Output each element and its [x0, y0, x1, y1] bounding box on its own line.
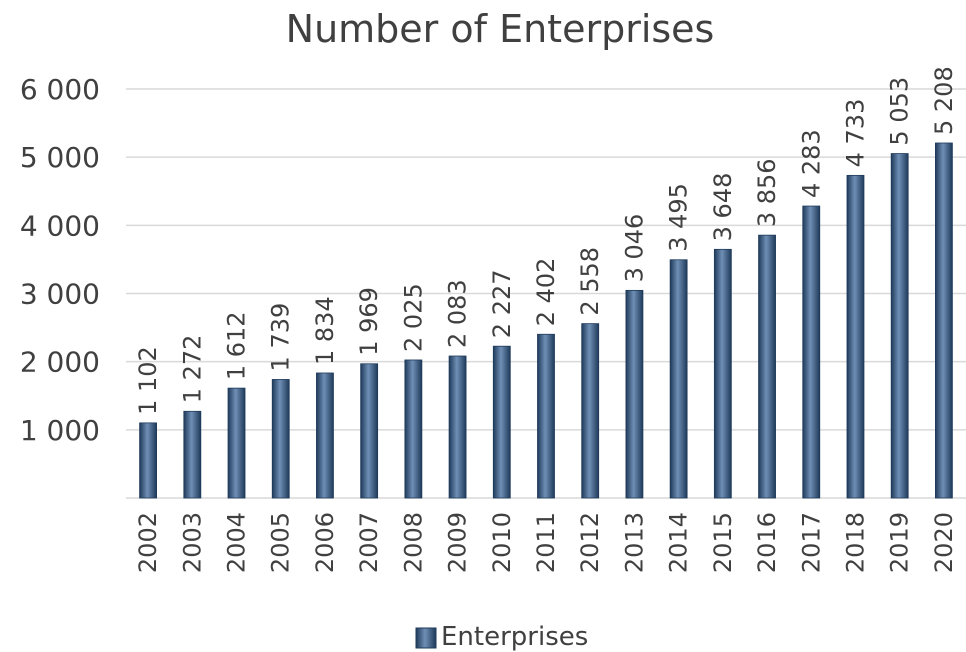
data-label: 3 046	[620, 214, 648, 283]
x-tick-label: 2004	[223, 512, 251, 573]
x-axis-ticks: 2002 2003 2004 2005 2006 2007 2008 2009 2010 2011…	[134, 512, 958, 573]
bar	[537, 333, 555, 499]
data-label: 3 648	[709, 173, 737, 242]
bar	[846, 174, 865, 499]
data-label: 4 283	[797, 129, 825, 198]
y-tick-label: 2 000	[20, 346, 100, 379]
y-tick-label: 1 000	[20, 414, 100, 447]
bar	[890, 153, 909, 499]
x-tick-label: 2018	[841, 512, 869, 573]
y-tick-label: 6 000	[20, 73, 100, 106]
x-tick-label: 2011	[532, 512, 560, 573]
bars	[139, 142, 953, 499]
x-tick-label: 2016	[753, 512, 781, 573]
bar	[404, 359, 423, 499]
data-label: 3 856	[753, 158, 781, 227]
x-tick-label: 2015	[709, 512, 737, 573]
bar	[271, 379, 290, 499]
data-label: 2 402	[532, 258, 560, 327]
bar	[802, 205, 821, 499]
x-tick-label: 2009	[444, 512, 472, 573]
data-label: 2 025	[399, 283, 427, 352]
bar	[139, 422, 158, 499]
x-tick-label: 2013	[620, 512, 648, 573]
data-label: 1 969	[355, 287, 383, 356]
x-tick-label: 2007	[355, 512, 383, 573]
data-label: 1 612	[223, 311, 251, 380]
chart-title: Number of Enterprises	[286, 7, 715, 51]
bar	[360, 363, 379, 499]
legend-label: Enterprises	[441, 622, 588, 652]
data-label: 5 053	[886, 77, 914, 146]
x-tick-label: 2005	[267, 512, 295, 573]
data-label: 1 834	[311, 296, 339, 365]
x-tick-label: 2017	[797, 512, 825, 573]
bar	[227, 387, 246, 499]
bar	[492, 345, 511, 499]
data-label: 1 739	[267, 303, 295, 372]
x-tick-label: 2002	[134, 512, 162, 573]
x-tick-label: 2006	[311, 512, 339, 573]
x-tick-label: 2020	[930, 512, 958, 573]
bar	[758, 234, 776, 499]
y-tick-label: 4 000	[20, 209, 100, 242]
bar	[581, 323, 600, 499]
x-tick-label: 2003	[178, 512, 206, 573]
bar	[934, 142, 953, 499]
x-tick-label: 2012	[576, 512, 604, 573]
bar	[448, 355, 467, 499]
data-label: 1 272	[178, 335, 206, 404]
legend: Enterprises	[415, 622, 588, 652]
bar	[669, 259, 688, 499]
data-label: 2 558	[576, 247, 604, 316]
data-label: 2 083	[444, 279, 472, 348]
x-tick-label: 2010	[488, 512, 516, 573]
y-axis-ticks: 1 000 2 000 3 000 4 000 5 000 6 000	[20, 73, 100, 447]
bar	[316, 372, 334, 499]
data-label: 3 495	[665, 183, 693, 252]
y-tick-label: 3 000	[20, 278, 100, 311]
x-tick-label: 2019	[886, 512, 914, 573]
data-label: 4 733	[841, 99, 869, 168]
x-tick-label: 2008	[399, 512, 427, 573]
data-label: 5 208	[930, 66, 958, 135]
bar	[625, 289, 644, 499]
y-tick-label: 5 000	[20, 141, 100, 174]
gridlines	[126, 88, 966, 499]
bar	[183, 410, 202, 499]
data-labels: 1 102 1 272 1 612 1 739 1 834 1 969 2 025 2 083…	[134, 66, 958, 415]
legend-swatch	[415, 627, 437, 649]
bar	[713, 248, 732, 499]
x-tick-label: 2014	[665, 512, 693, 573]
data-label: 2 227	[488, 269, 516, 338]
data-label: 1 102	[134, 346, 162, 415]
